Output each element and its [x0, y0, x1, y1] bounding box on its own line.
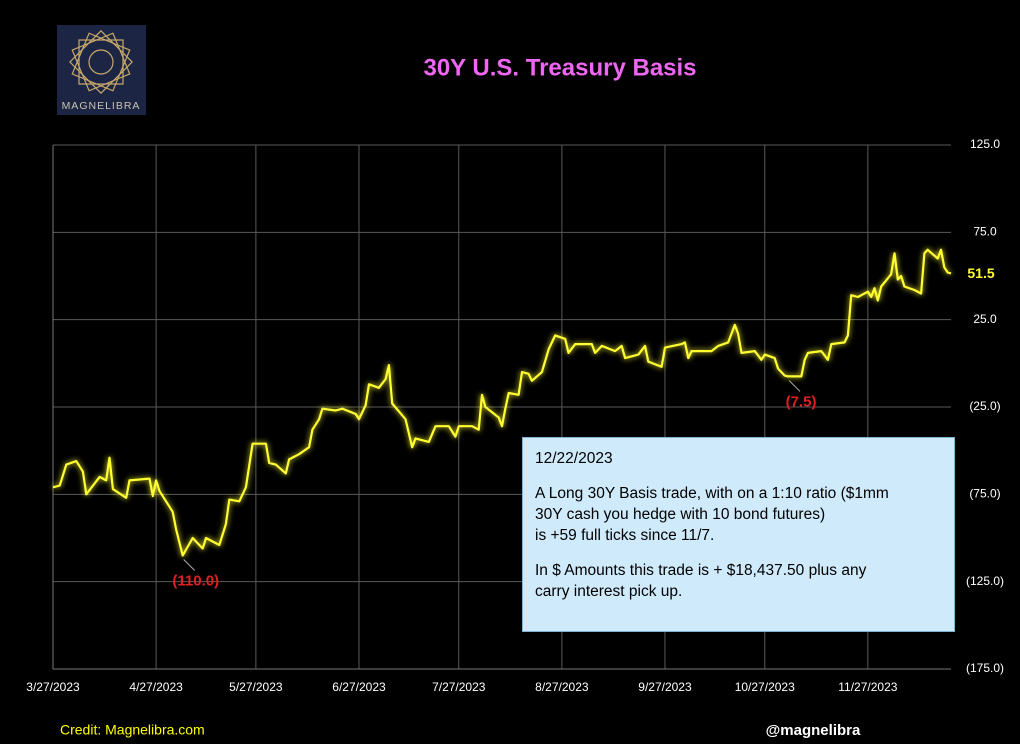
- leader-line: [788, 380, 801, 392]
- x-tick-label: 11/27/2023: [838, 680, 897, 694]
- y-tick-label: (125.0): [966, 574, 1004, 588]
- logo-emblem: [69, 30, 133, 94]
- note-line: A Long 30Y Basis trade, with on a 1:10 r…: [535, 485, 889, 502]
- x-tick-label: 9/27/2023: [638, 680, 692, 694]
- credit: Credit: Magnelibra.com: [60, 722, 205, 738]
- note-line: 30Y cash you hedge with 10 bond futures): [535, 506, 826, 523]
- y-tick-label: 125.0: [970, 137, 1000, 151]
- x-tick-label: 10/27/2023: [735, 680, 795, 694]
- y-tick-label: (175.0): [966, 661, 1004, 675]
- note-date: 12/22/2023: [535, 450, 613, 467]
- y-tick-label: 75.0: [973, 225, 997, 239]
- annotation: (110.0): [172, 572, 219, 589]
- logo: MAGNELIBRA: [57, 25, 146, 115]
- note-line: is +59 full ticks since 11/7.: [535, 527, 715, 544]
- note-paragraph: In $ Amounts this trade is + $18,437.50 …: [535, 560, 942, 602]
- x-tick-label: 4/27/2023: [129, 680, 183, 694]
- note-box: 12/22/2023 A Long 30Y Basis trade, with …: [522, 437, 955, 632]
- chart-title: 30Y U.S. Treasury Basis: [423, 54, 696, 81]
- note-line: carry interest pick up.: [535, 583, 683, 600]
- leader-line: [183, 559, 196, 571]
- series-line: [52, 248, 952, 557]
- y-tick-label: (75.0): [969, 487, 1000, 501]
- note-line: In $ Amounts this trade is + $18,437.50 …: [535, 562, 867, 579]
- x-tick-label: 7/27/2023: [432, 680, 486, 694]
- x-tick-label: 8/27/2023: [535, 680, 589, 694]
- x-tick-label: 3/27/2023: [26, 680, 80, 694]
- logo-text: MAGNELIBRA: [62, 100, 141, 112]
- value-label: 51.5: [967, 265, 994, 281]
- annotation: (7.5): [786, 393, 817, 410]
- y-tick-label: 25.0: [973, 312, 997, 326]
- note-paragraph: A Long 30Y Basis trade, with on a 1:10 r…: [535, 483, 942, 546]
- handle: @magnelibra: [766, 722, 861, 739]
- y-tick-label: (25.0): [969, 399, 1000, 413]
- x-tick-label: 5/27/2023: [229, 680, 283, 694]
- x-tick-label: 6/27/2023: [332, 680, 386, 694]
